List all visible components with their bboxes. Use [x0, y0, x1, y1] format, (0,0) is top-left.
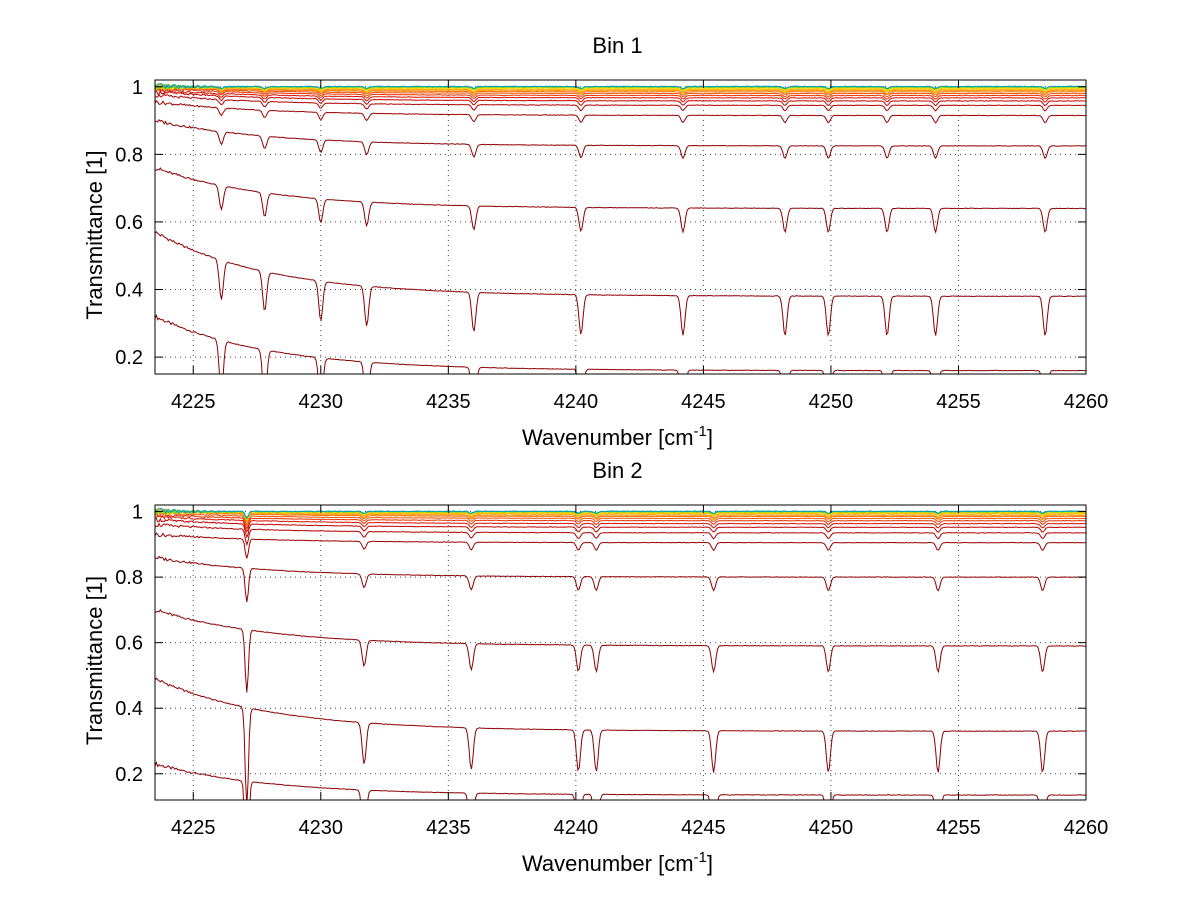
series-line [155, 517, 1086, 539]
x-tick-label: 4225 [171, 391, 216, 413]
x-tick-label: 4260 [1064, 391, 1109, 413]
series-group [155, 507, 1086, 800]
ticks: 4225 4230 4235 4240 4245 4250 4255 4260 0.2 0.4 0.… [115, 77, 1108, 413]
series-line [155, 508, 1086, 524]
y-tick-label: 1 [132, 77, 143, 99]
series-line [155, 313, 1086, 374]
y-tick-label: 0.6 [115, 633, 143, 655]
y-tick-label: 1 [132, 502, 143, 524]
y-axis-label: Transmittance [1] [82, 150, 107, 319]
series-line [155, 511, 1086, 527]
series-line [155, 99, 1086, 124]
series-line [155, 511, 1086, 530]
x-axis-label: Wavenumber [cm-1] [522, 423, 713, 450]
y-tick-label: 0.8 [115, 144, 143, 166]
x-tick-label: 4230 [299, 817, 344, 839]
x-axis-label: Wavenumber [cm-1] [522, 849, 713, 876]
y-tick-label: 0.4 [115, 698, 143, 720]
chart-title: Bin 2 [592, 458, 642, 483]
series-line [155, 555, 1086, 603]
x-tick-label: 4245 [681, 817, 726, 839]
x-tick-label: 4225 [171, 817, 216, 839]
series-group [155, 82, 1086, 374]
x-tick-label: 4250 [809, 391, 854, 413]
grid [155, 80, 1087, 374]
series-line [155, 507, 1086, 521]
x-tick-label: 4260 [1064, 817, 1109, 839]
series-line [155, 84, 1086, 96]
x-tick-label: 4255 [936, 817, 981, 839]
series-line [155, 507, 1086, 519]
series-line [155, 760, 1086, 800]
x-tick-label: 4235 [426, 817, 471, 839]
series-line [155, 608, 1086, 693]
chart-bin-2: 4225 4230 4235 4240 4245 4250 4255 4260 0.2 0.4 0.… [82, 458, 1108, 876]
series-line [155, 83, 1086, 90]
series-line [155, 89, 1086, 107]
x-tick-label: 4245 [681, 391, 726, 413]
series-line [155, 82, 1086, 93]
grid [155, 505, 1087, 800]
series-line [155, 522, 1086, 547]
series-line [155, 514, 1086, 534]
axes-frame [154, 504, 1087, 801]
x-tick-label: 4230 [299, 391, 344, 413]
series-line [155, 508, 1086, 524]
x-tick-label: 4240 [554, 391, 599, 413]
series-line [155, 118, 1086, 160]
series-line [155, 167, 1086, 235]
y-tick-label: 0.8 [115, 567, 143, 589]
x-tick-label: 4250 [809, 817, 854, 839]
x-tick-label: 4255 [936, 391, 981, 413]
series-line [155, 93, 1086, 112]
axes-frame [154, 79, 1087, 375]
y-tick-label: 0.2 [115, 347, 143, 369]
series-line [155, 87, 1086, 103]
series-line [155, 85, 1086, 98]
y-tick-label: 0.4 [115, 280, 143, 302]
y-axis-label: Transmittance [1] [82, 576, 107, 745]
series-line [155, 231, 1086, 337]
series-line [155, 677, 1086, 800]
y-tick-label: 0.2 [115, 764, 143, 786]
y-tick-label: 0.6 [115, 212, 143, 234]
chart-bin-1: 4225 4230 4235 4240 4245 4250 4255 4260 0.2 0.4 0.… [82, 33, 1108, 450]
ticks: 4225 4230 4235 4240 4245 4250 4255 4260 0.2 0.4 0.… [115, 502, 1108, 839]
x-tick-label: 4240 [554, 817, 599, 839]
chart-title: Bin 1 [592, 33, 642, 58]
series-line [155, 85, 1086, 100]
series-line [155, 532, 1086, 559]
x-tick-label: 4235 [426, 391, 471, 413]
